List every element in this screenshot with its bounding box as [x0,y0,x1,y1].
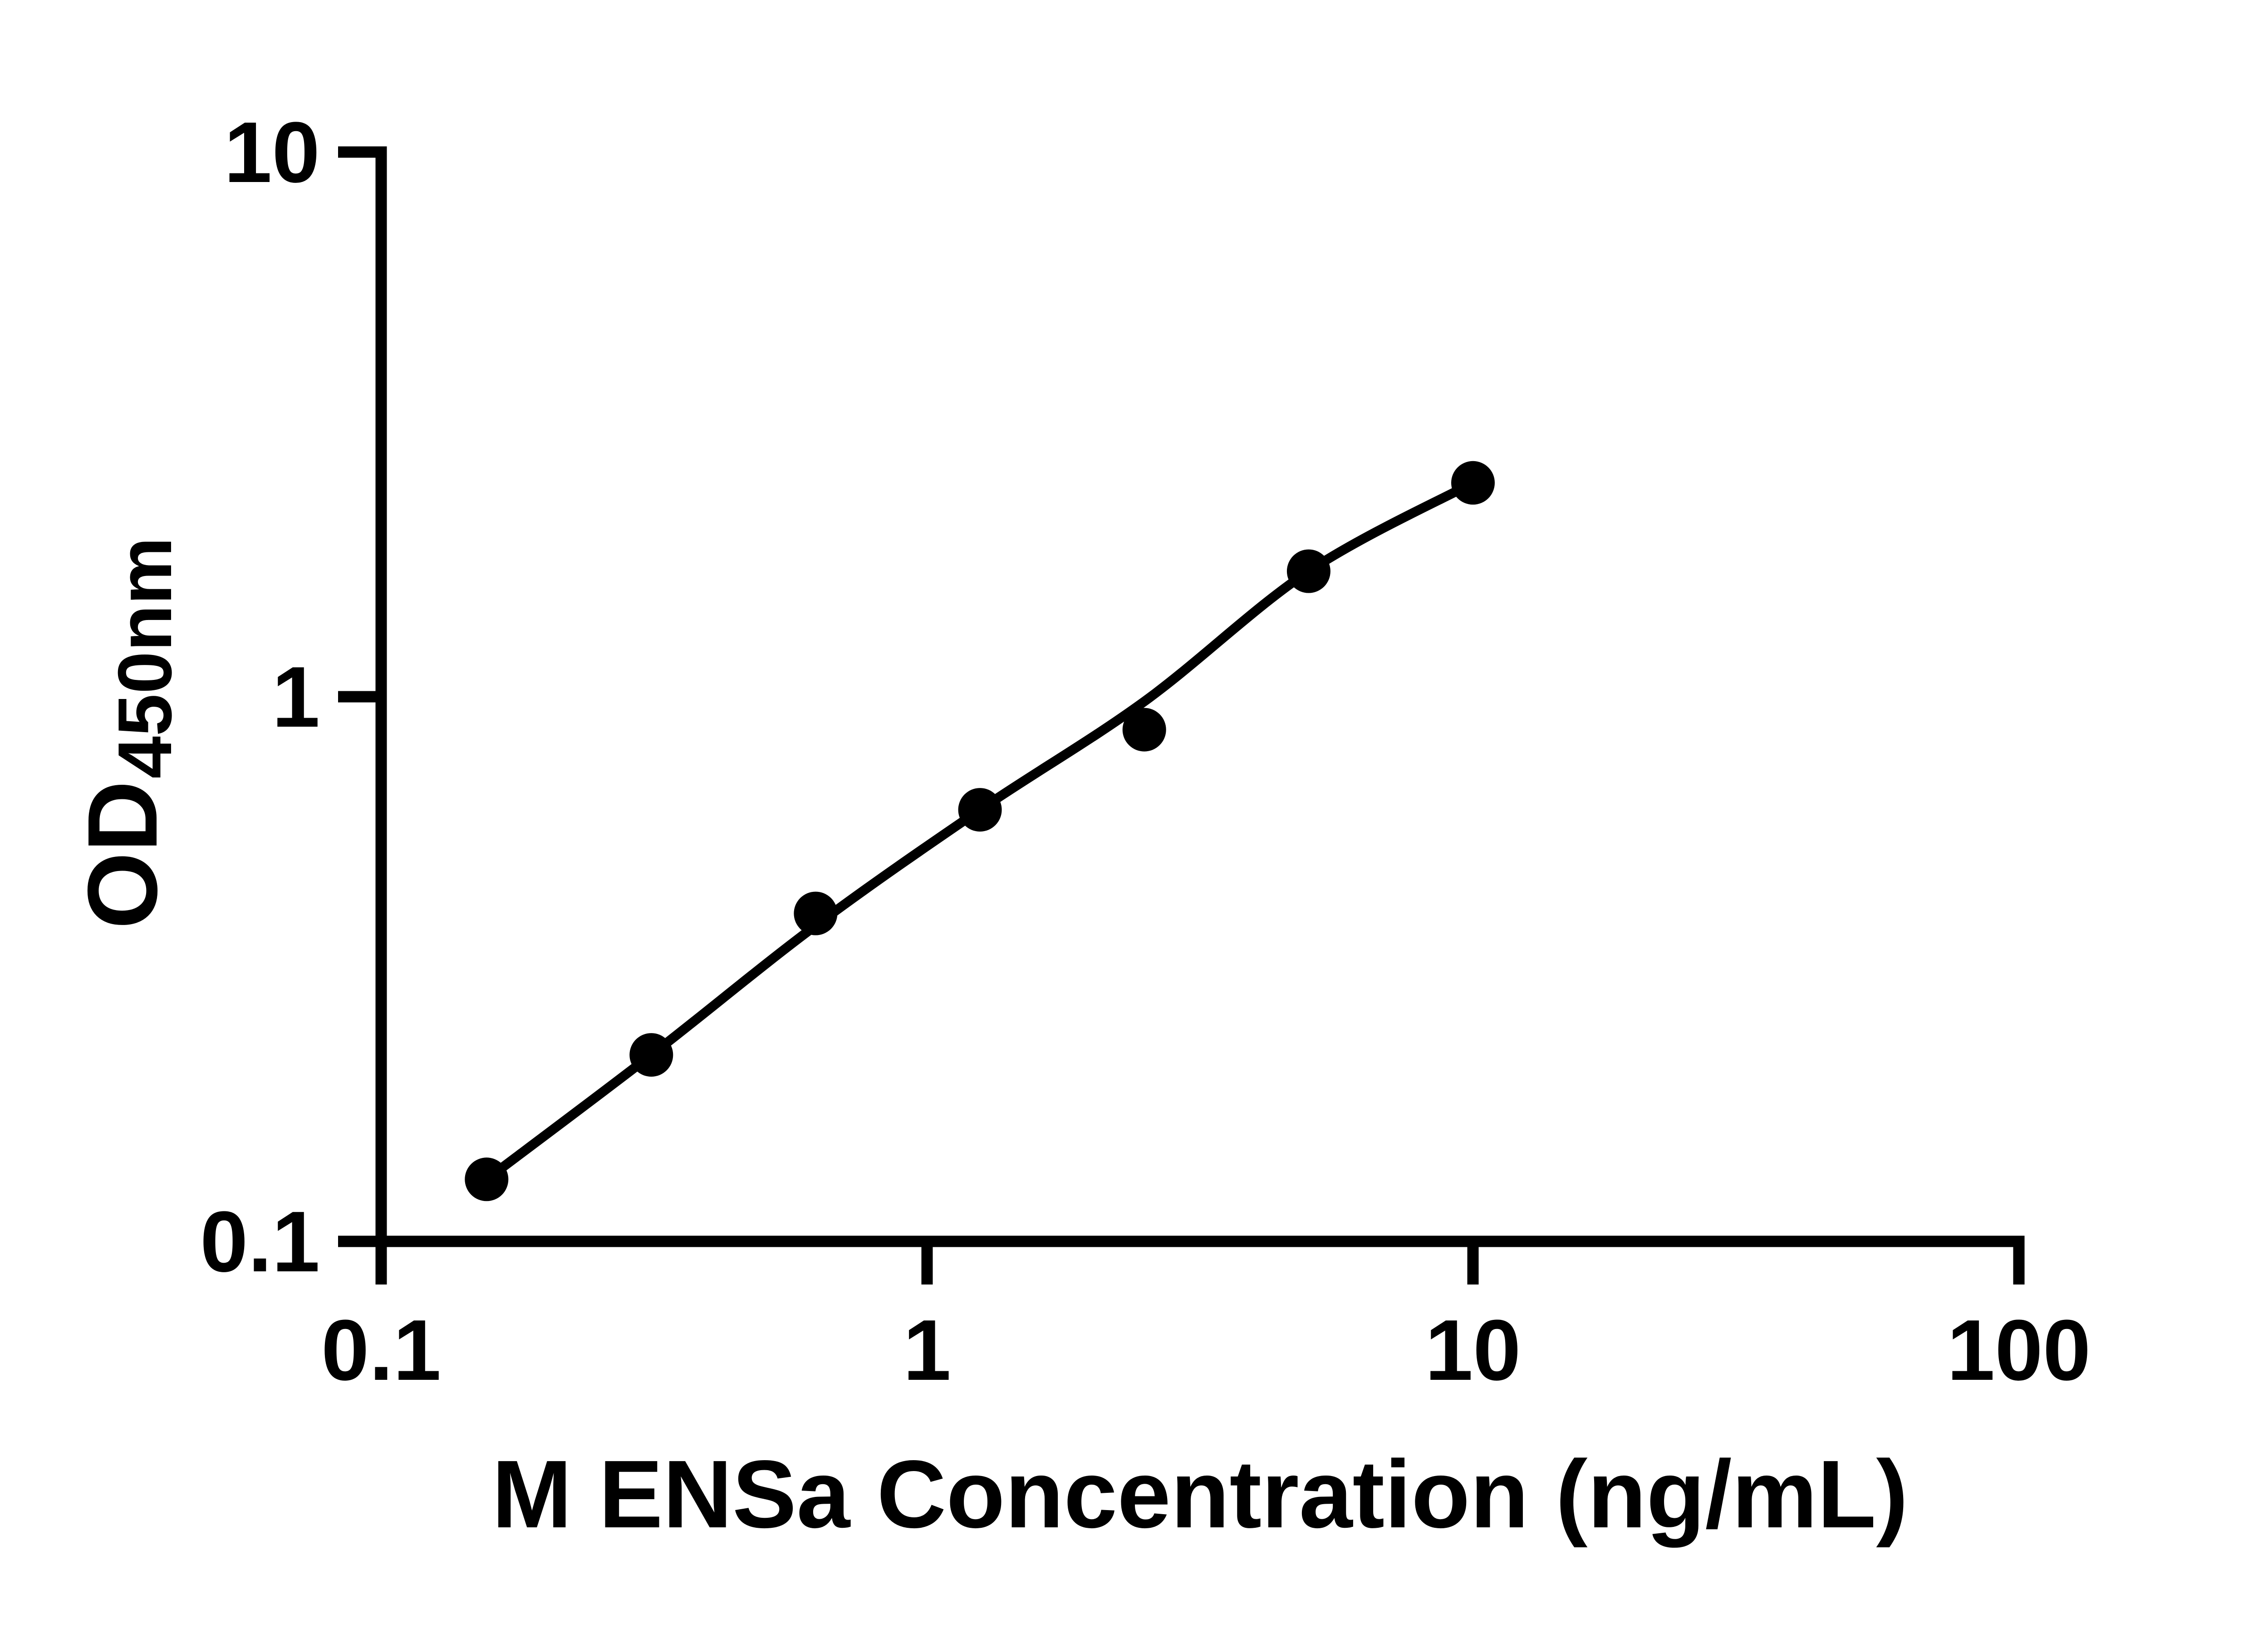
y-tick-label-0.1: 0.1 [200,1194,320,1290]
axes: 0.1 1 10 100 0.1 1 10 [200,104,2091,1398]
x-axis-ticks: 0.1 1 10 100 [321,1241,2091,1398]
y-tick-label-1: 1 [272,649,320,745]
data-point-1 [465,1157,509,1201]
y-axis-ticks: 0.1 1 10 [200,104,381,1290]
y-axis-title: OD 450nm [68,537,187,929]
data-points [465,461,1495,1201]
x-axis-title: M ENSa Concentration (ng/mL) [492,1440,1908,1548]
x-tick-label-0.1: 0.1 [321,1302,441,1398]
x-tick-label-100: 100 [1947,1302,2091,1398]
y-tick-label-10: 10 [224,104,320,201]
x-tick-label-10: 10 [1425,1302,1521,1398]
data-point-3 [794,891,838,935]
x-tick-label-1: 1 [903,1302,951,1398]
y-axis-title-subscript: 450nm [102,537,187,778]
data-point-4 [958,788,1002,832]
data-point-6 [1286,549,1330,593]
data-point-5 [1122,708,1166,752]
data-point-7 [1451,461,1495,505]
y-axis-title-main: OD [68,781,178,929]
data-point-2 [629,1033,673,1077]
